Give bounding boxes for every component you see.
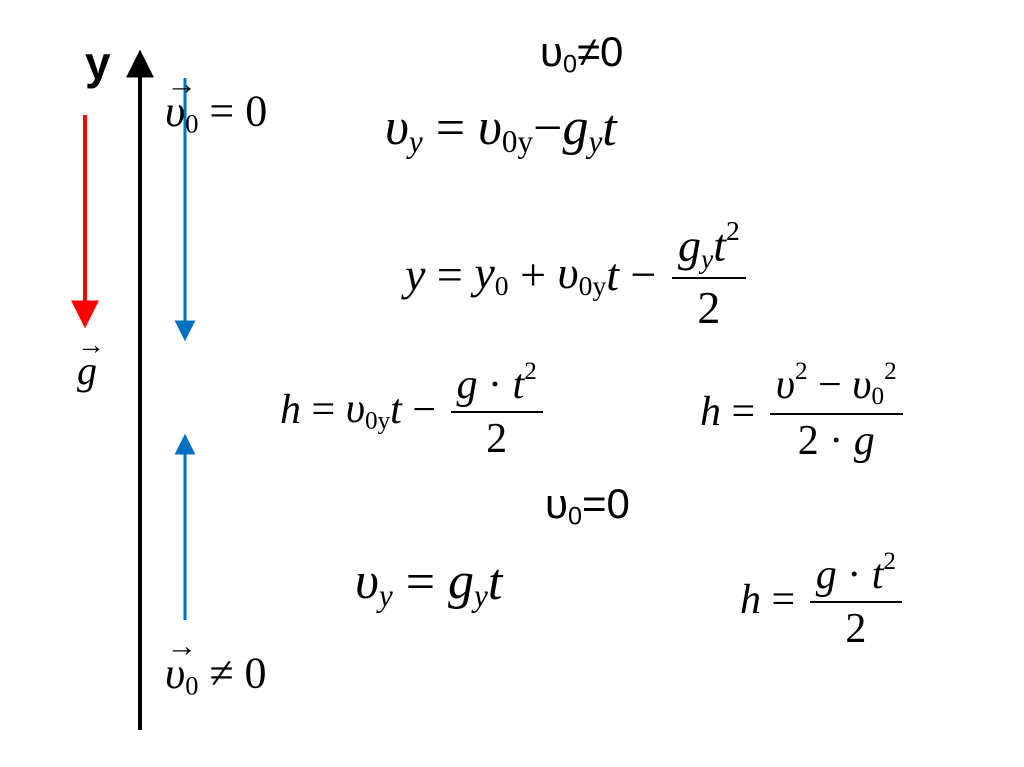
heading-v0-zero: υ0=0 bbox=[545, 480, 630, 531]
eq-h2: h = υ2 − υ02 2 · g bbox=[700, 358, 907, 465]
heading-v0-nonzero: υ0≠0 bbox=[540, 28, 623, 79]
physics-diagram: y g υ0 = 0 υ0 ≠ 0 υ0≠0 υ0=0 υy = υ0y − g… bbox=[0, 0, 1024, 767]
y-axis-label: y bbox=[85, 36, 111, 90]
equals-zero: = 0 bbox=[198, 87, 267, 136]
eq-y: y = y0 + υ0y t − gyt2 2 bbox=[405, 215, 750, 334]
g-vector-label: g bbox=[77, 340, 105, 394]
eq-vy2: υy = gy t bbox=[355, 552, 502, 614]
upsilon: υ bbox=[165, 649, 185, 698]
upsilon: υ bbox=[165, 87, 185, 136]
not-equals-zero: ≠ 0 bbox=[198, 649, 266, 698]
eq-vy: υy = υ0y − gy t bbox=[385, 98, 617, 160]
eq-h3: h = g · t2 2 bbox=[740, 548, 906, 653]
eq-h1: h = υ0y t − g · t2 2 bbox=[280, 358, 547, 463]
v0-not-zero-label: υ0 ≠ 0 bbox=[165, 640, 267, 701]
v0-equals-zero-label: υ0 = 0 bbox=[165, 78, 267, 139]
